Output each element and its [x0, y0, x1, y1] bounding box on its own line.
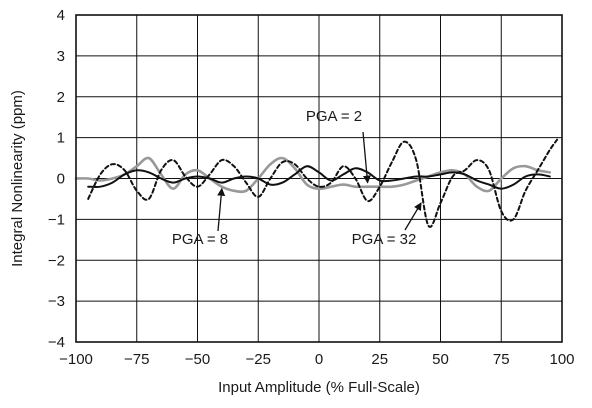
y-tick-label: 3 — [57, 48, 65, 65]
y-tick-label: −4 — [48, 334, 65, 351]
annotation-arrow — [218, 189, 222, 231]
annotation-label-pga-8: PGA = 8 — [172, 231, 228, 248]
y-axis-title: Integral Nonlinearity (ppm) — [9, 90, 26, 267]
y-tick-label: −1 — [48, 211, 65, 228]
x-tick-label: 0 — [315, 351, 323, 368]
x-axis-title: Input Amplitude (% Full-Scale) — [218, 379, 420, 396]
annotation-arrow — [363, 132, 368, 183]
y-tick-label: 0 — [57, 171, 65, 188]
y-tick-label: 2 — [57, 89, 65, 106]
x-tick-label: −50 — [185, 351, 210, 368]
series-line-pga-8 — [76, 158, 550, 192]
x-tick-label: 25 — [371, 351, 388, 368]
grid-lines — [76, 15, 562, 342]
y-tick-label: −3 — [48, 293, 65, 310]
annotation-label-pga-32: PGA = 32 — [352, 231, 417, 248]
x-tick-label: 100 — [549, 351, 574, 368]
annotation-arrow — [405, 203, 421, 230]
x-tick-label: −25 — [246, 351, 271, 368]
x-tick-label: 50 — [432, 351, 449, 368]
series-lines — [76, 140, 557, 227]
x-tick-label: −100 — [59, 351, 93, 368]
y-tick-label: 1 — [57, 130, 65, 147]
x-tick-label: 75 — [493, 351, 510, 368]
y-tick-label: 4 — [57, 7, 65, 24]
y-tick-label: −2 — [48, 252, 65, 269]
x-tick-label: −75 — [124, 351, 149, 368]
annotation-label-pga-2: PGA = 2 — [306, 108, 362, 125]
